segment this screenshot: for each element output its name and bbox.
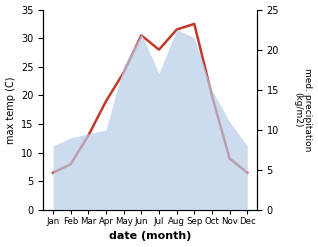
Y-axis label: med. precipitation
(kg/m2): med. precipitation (kg/m2)	[293, 68, 313, 151]
Y-axis label: max temp (C): max temp (C)	[5, 76, 16, 144]
X-axis label: date (month): date (month)	[109, 231, 191, 242]
